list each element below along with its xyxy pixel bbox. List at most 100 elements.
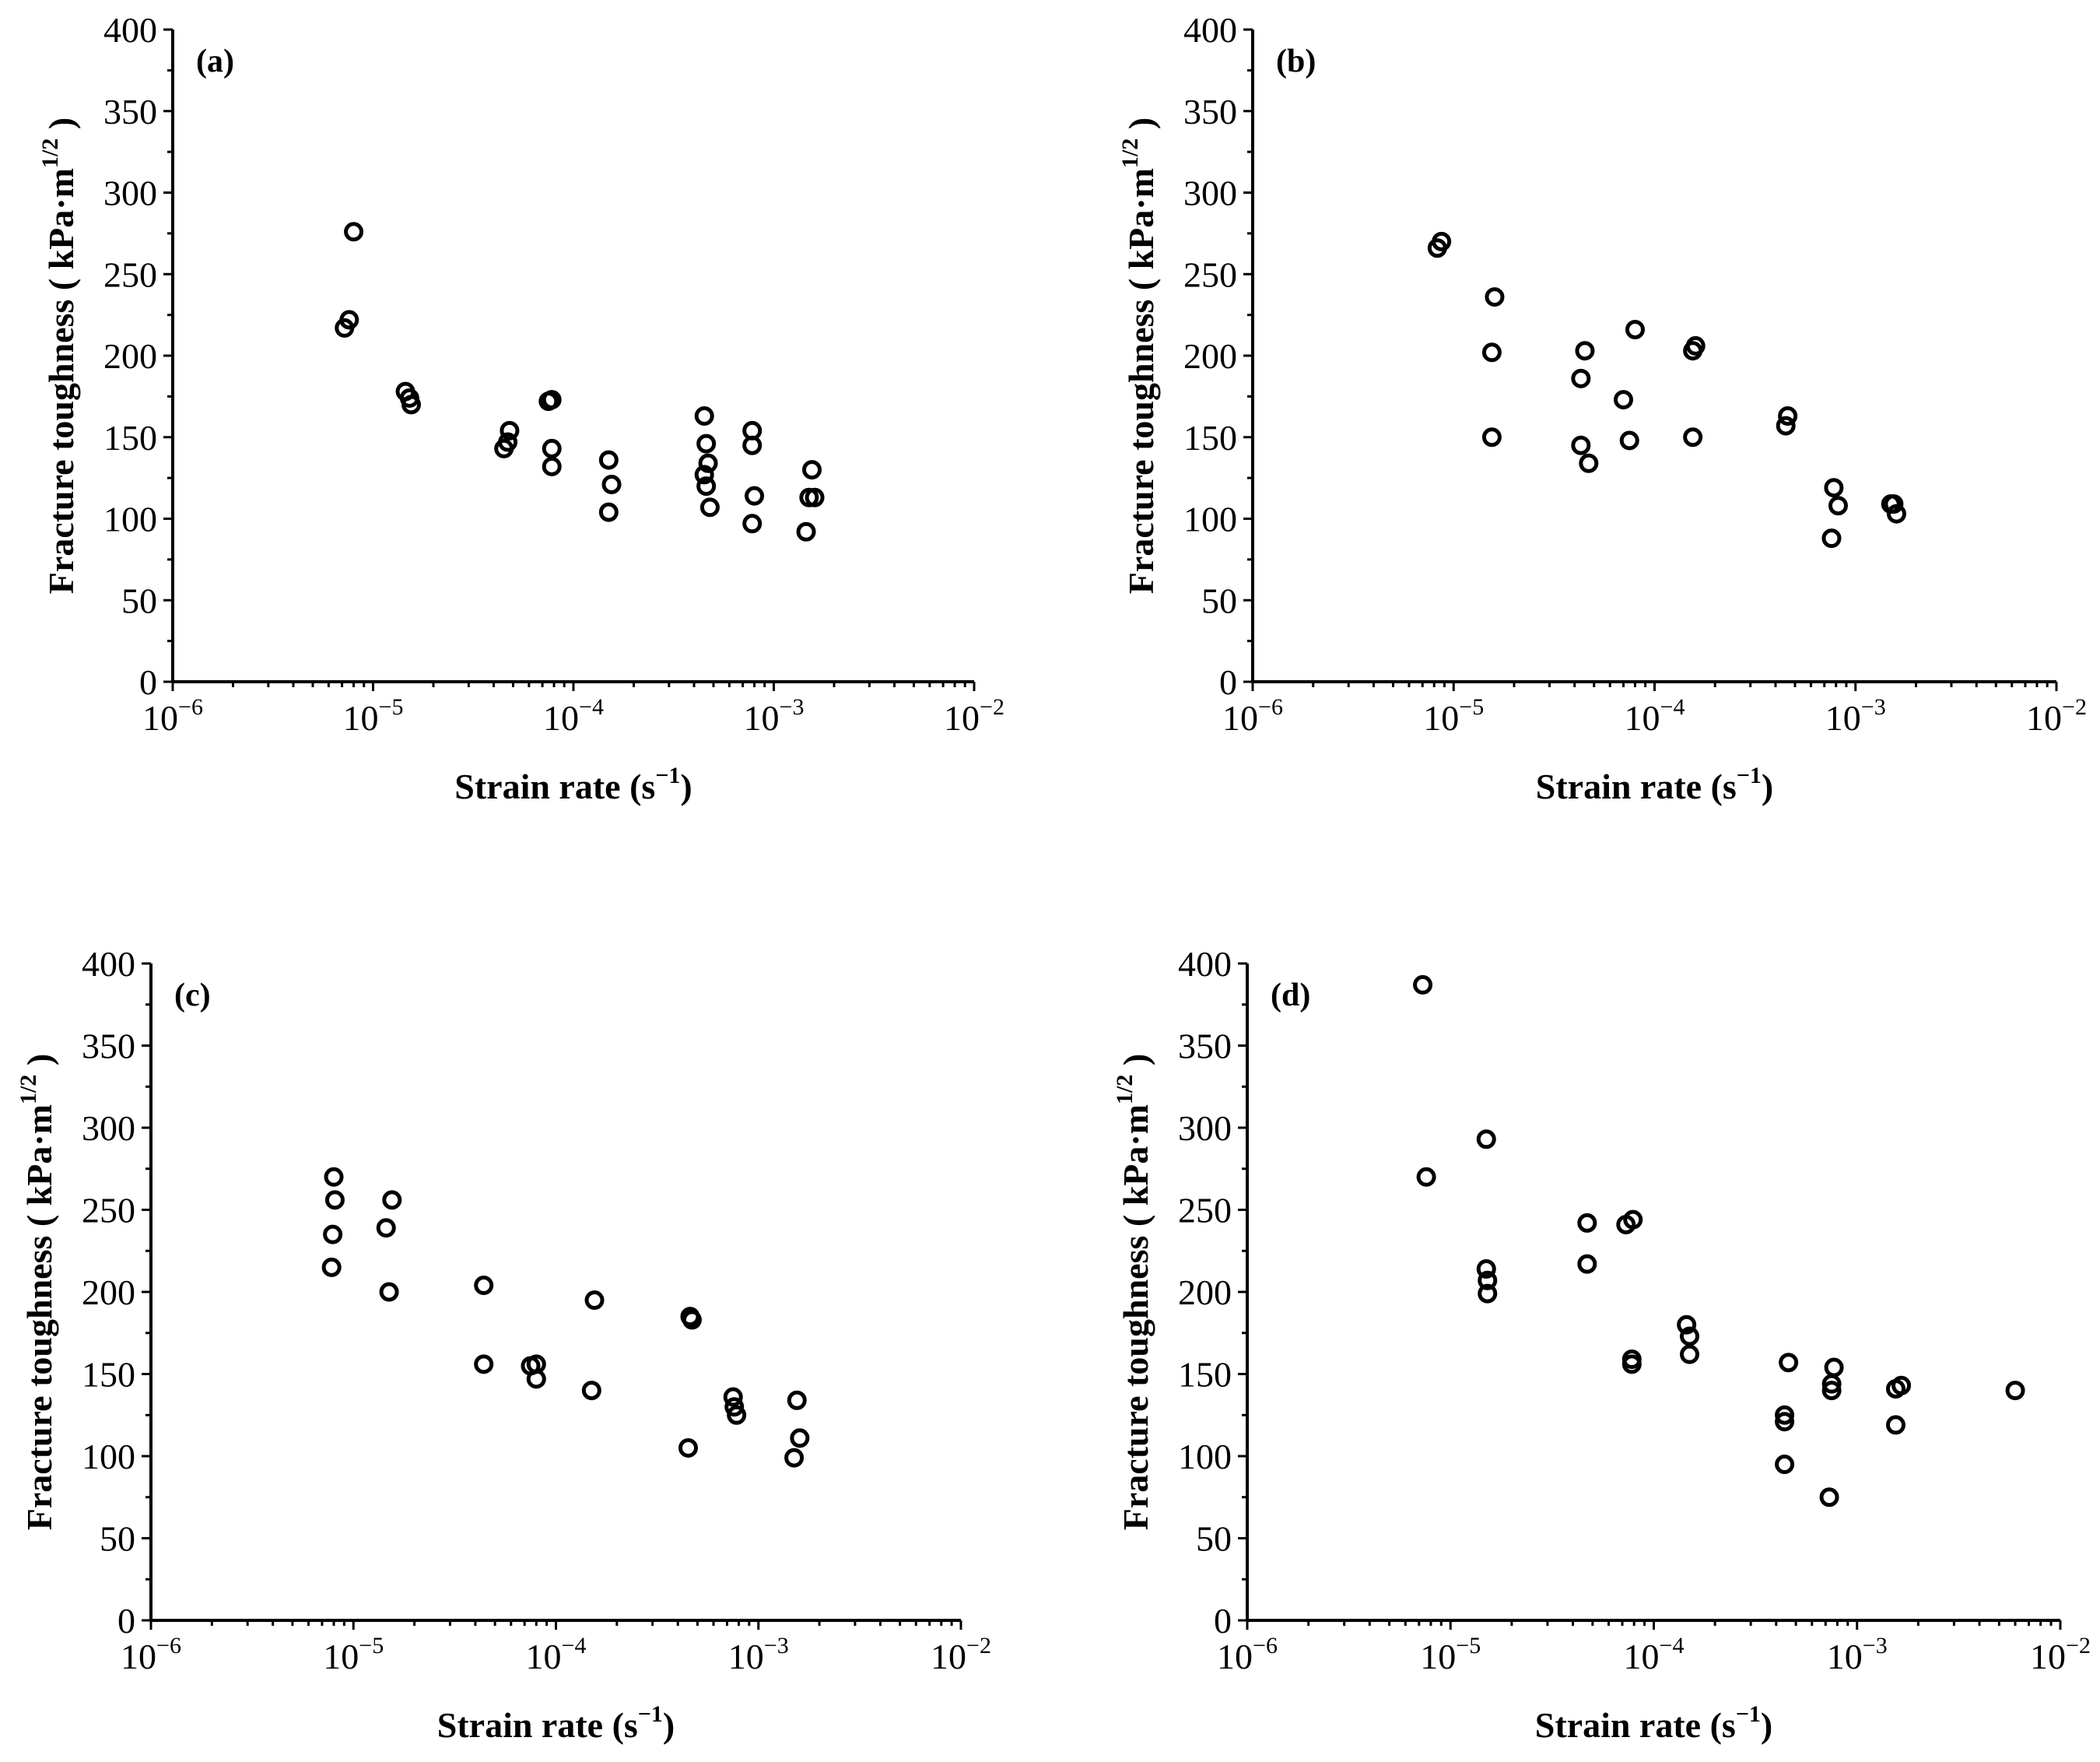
x-tick-label: 10−3 — [1825, 694, 1886, 738]
data-point — [1579, 1215, 1595, 1230]
figure-svg: 0 50 100 150 200 250 300 350 400 10−6 10−5 10−4 10−3… — [0, 0, 2100, 1758]
y-tick-label: 300 — [82, 1108, 135, 1148]
x-tick-label: 10−5 — [343, 694, 404, 738]
data-point — [699, 436, 714, 451]
y-tick-label: 0 — [1219, 662, 1237, 702]
x-tick-label: 10−6 — [142, 694, 203, 738]
y-tick-label: 250 — [1178, 1191, 1232, 1230]
data-point — [696, 409, 712, 424]
data-point — [476, 1357, 492, 1372]
y-tick-label: 300 — [1178, 1108, 1232, 1148]
data-point — [326, 1169, 342, 1185]
y-tick-label: 150 — [1178, 1355, 1232, 1395]
data-point — [1821, 1490, 1837, 1505]
y-tick-label: 350 — [1178, 1027, 1232, 1066]
data-point — [789, 1392, 805, 1408]
y-tick-label: 50 — [1196, 1519, 1232, 1559]
y-tick-label: 250 — [103, 254, 157, 294]
y-tick-label: 100 — [103, 500, 157, 539]
data-point — [1484, 345, 1499, 360]
x-tick-label: 10−5 — [323, 1633, 384, 1676]
data-point — [1826, 1360, 1842, 1375]
data-point — [798, 524, 814, 539]
data-point — [745, 516, 760, 532]
y-axis-title: Fracture toughness ( kPa·m1/2 ) — [37, 118, 81, 594]
x-tick-label: 10−6 — [1217, 1633, 1278, 1676]
data-point — [1418, 1169, 1434, 1185]
data-point — [1826, 480, 1842, 496]
x-tick-label: 10−2 — [944, 694, 1004, 738]
y-tick-label: 250 — [1183, 254, 1237, 294]
data-point — [1682, 1346, 1698, 1362]
y-tick-label: 150 — [1183, 418, 1237, 458]
data-point — [1487, 290, 1502, 305]
data-point — [1415, 977, 1431, 992]
y-tick-label: 200 — [82, 1272, 135, 1312]
data-point — [1781, 1355, 1797, 1371]
x-axis-title: Strain rate (s−1) — [437, 1701, 675, 1745]
data-point — [325, 1227, 341, 1242]
y-tick-label: 100 — [82, 1437, 135, 1476]
x-tick-label: 10−4 — [543, 694, 604, 738]
y-tick-label: 200 — [103, 336, 157, 376]
data-point — [2007, 1383, 2023, 1399]
y-tick-label: 300 — [103, 174, 157, 213]
data-point — [787, 1450, 802, 1465]
y-tick-label: 400 — [82, 944, 135, 984]
data-point — [1573, 437, 1589, 453]
chart-panel-3: 0 50 100 150 200 250 300 350 400 10−6 10−5 10−4 10−3… — [16, 944, 991, 1745]
chart-panel-1: 0 50 100 150 200 250 300 350 400 10−6 10−5 10−4 10−3… — [37, 10, 1004, 806]
x-tick-label: 10−6 — [121, 1633, 181, 1676]
panel-label: (c) — [174, 978, 211, 1013]
y-tick-label: 150 — [82, 1355, 135, 1395]
x-tick-label: 10−2 — [931, 1633, 991, 1676]
y-tick-label: 50 — [100, 1519, 135, 1559]
y-tick-label: 0 — [117, 1601, 135, 1641]
data-point — [476, 1278, 492, 1293]
x-axis-title: Strain rate (s−1) — [454, 763, 692, 806]
y-tick-label: 350 — [103, 92, 157, 132]
data-point — [544, 440, 559, 456]
y-tick-label: 0 — [1214, 1601, 1232, 1641]
data-point — [1573, 370, 1589, 386]
x-tick-label: 10−3 — [728, 1633, 789, 1676]
x-tick-label: 10−4 — [1625, 694, 1685, 738]
x-tick-label: 10−2 — [2026, 694, 2087, 738]
data-point — [1615, 392, 1631, 408]
y-tick-label: 300 — [1183, 174, 1237, 213]
data-point — [1830, 498, 1846, 514]
x-axis-title: Strain rate (s−1) — [1535, 1701, 1773, 1745]
data-point — [702, 500, 717, 515]
y-tick-label: 250 — [82, 1191, 135, 1230]
data-point — [1627, 321, 1642, 337]
data-point — [680, 1440, 696, 1455]
data-point — [1621, 433, 1637, 448]
y-tick-label: 50 — [121, 581, 157, 620]
data-point — [384, 1192, 400, 1208]
data-point — [601, 452, 616, 468]
data-point — [1777, 1457, 1793, 1472]
y-tick-label: 50 — [1201, 581, 1237, 620]
x-tick-label: 10−3 — [744, 694, 805, 738]
data-point — [327, 1192, 342, 1208]
data-point — [584, 1383, 599, 1399]
data-point — [324, 1259, 339, 1275]
y-tick-label: 400 — [1178, 944, 1232, 984]
y-tick-label: 350 — [82, 1027, 135, 1066]
panel-label: (b) — [1276, 44, 1316, 79]
data-point — [604, 477, 619, 493]
x-tick-label: 10−4 — [526, 1633, 587, 1676]
data-point — [1579, 1256, 1595, 1272]
y-tick-label: 400 — [103, 10, 157, 50]
data-point — [1478, 1132, 1494, 1147]
data-point — [1685, 430, 1701, 445]
y-tick-label: 100 — [1178, 1437, 1232, 1476]
y-tick-label: 100 — [1183, 500, 1237, 539]
data-point — [378, 1220, 394, 1236]
data-point — [792, 1430, 808, 1446]
data-point — [346, 224, 362, 240]
y-axis-title: Fracture toughness ( kPa·m1/2 ) — [1117, 118, 1161, 594]
y-tick-label: 150 — [103, 418, 157, 458]
data-point — [1484, 430, 1499, 445]
x-tick-label: 10−5 — [1423, 694, 1484, 738]
